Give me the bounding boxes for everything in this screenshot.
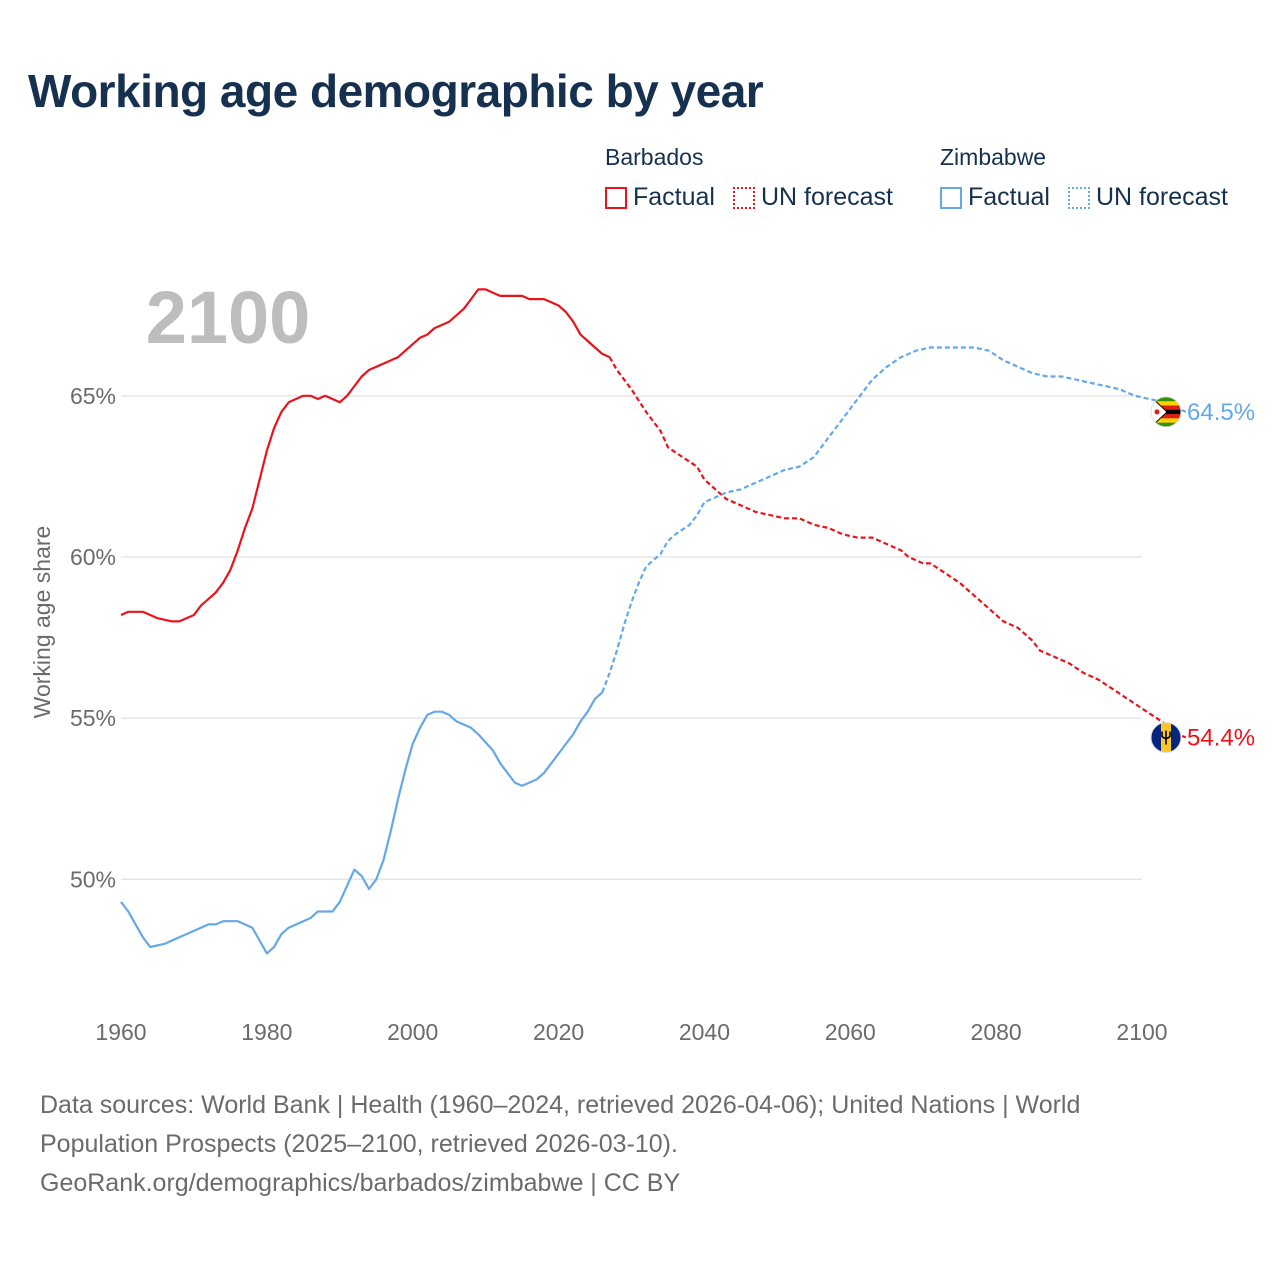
x-tick-label: 1960	[95, 1019, 146, 1045]
legend-swatch-solid-icon	[605, 186, 627, 209]
x-tick-label: 1980	[241, 1019, 292, 1045]
series-line-zimbabwe-forecast[interactable]	[601, 346, 1187, 693]
legend-item-barbados-forecast[interactable]: UN forecast	[732, 183, 893, 212]
series-line-barbados-factual[interactable]	[120, 288, 611, 623]
y-tick-label: 65%	[70, 383, 116, 409]
x-tick-label: 2080	[971, 1019, 1022, 1045]
year-watermark: 2100	[146, 276, 311, 359]
footer: Data sources: World Bank | Health (1960–…	[40, 1086, 1240, 1203]
legend-label: Factual	[633, 183, 715, 211]
series-line-barbados-forecast[interactable]	[608, 356, 1187, 739]
end-label-barbados: 54.4%	[1187, 724, 1255, 751]
legend-item-barbados-factual[interactable]: Factual	[605, 183, 715, 212]
zimbabwe-flag-icon	[1150, 396, 1182, 428]
legend-item-zimbabwe-factual[interactable]: Factual	[940, 183, 1050, 212]
x-tick-label: 2000	[387, 1019, 438, 1045]
legend-country-zimbabwe: Zimbabwe	[940, 144, 1047, 170]
legend-group-zimbabwe: Zimbabwe Factual UN forecast	[940, 144, 1246, 212]
legend-country-barbados: Barbados	[605, 144, 704, 170]
y-tick-label: 55%	[70, 705, 116, 731]
footer-source-line2: Population Prospects (2025–2100, retriev…	[40, 1130, 678, 1158]
legend-item-zimbabwe-forecast[interactable]: UN forecast	[1067, 183, 1228, 212]
footer-source-line1: Data sources: World Bank | Health (1960–…	[40, 1091, 1081, 1119]
legend-swatch-dotted-icon	[1067, 186, 1090, 209]
x-tick-label: 2100	[1116, 1019, 1167, 1045]
legend-label: UN forecast	[1095, 183, 1228, 211]
x-tick-label: 2060	[825, 1019, 876, 1045]
x-tick-label: 2040	[679, 1019, 730, 1045]
chart-title: Working age demographic by year	[28, 65, 764, 117]
series-line-zimbabwe-factual[interactable]	[120, 691, 604, 955]
x-tick-label: 2020	[533, 1019, 584, 1045]
legend-group-barbados: Barbados Factual UN forecast	[605, 144, 911, 212]
y-axis-label: Working age share	[29, 526, 55, 719]
legend-swatch-dotted-icon	[732, 186, 755, 209]
footer-attribution[interactable]: GeoRank.org/demographics/barbados/zimbab…	[40, 1169, 681, 1197]
legend-swatch-solid-icon	[940, 186, 962, 209]
legend-label: Factual	[968, 183, 1050, 211]
y-tick-label: 60%	[70, 544, 116, 570]
barbados-flag-icon	[1150, 721, 1182, 753]
end-label-zimbabwe: 64.5%	[1187, 399, 1255, 426]
legend-label: UN forecast	[760, 183, 893, 211]
y-tick-label: 50%	[70, 866, 116, 892]
